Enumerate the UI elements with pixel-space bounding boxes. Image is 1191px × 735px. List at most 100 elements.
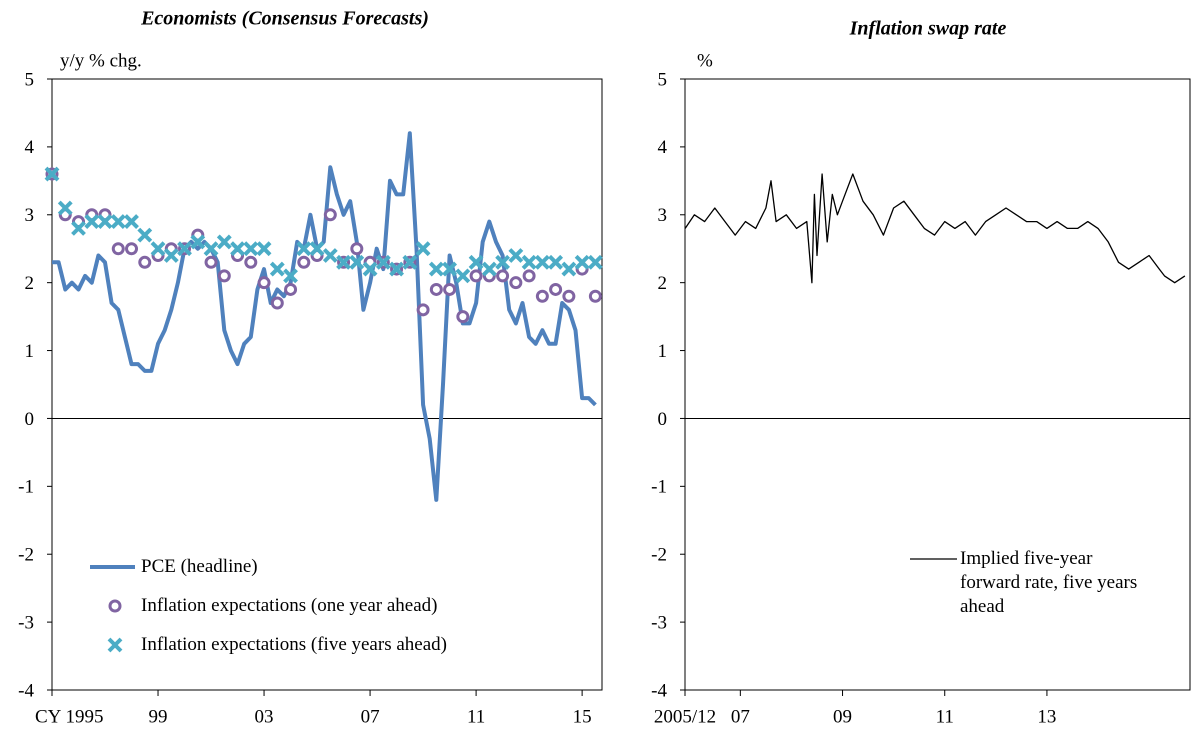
cross-stroke [455,268,471,284]
y-tick-label: 1 [25,341,35,362]
cross-stroke [71,220,86,236]
point [455,268,471,284]
point [322,248,338,263]
point [375,254,391,270]
point [415,241,431,257]
point [124,214,139,229]
cross-stroke [309,241,325,257]
plot-frame [51,78,603,691]
cross-stroke [521,254,537,270]
y-tick-label: -3 [651,612,667,633]
point [428,261,444,277]
x-tick-label: 15 [573,706,592,727]
cross-stroke [362,261,378,277]
cross-stroke [548,254,564,270]
point [562,289,576,303]
point [561,261,577,277]
point [110,214,126,229]
cross-stroke [107,637,123,653]
y-tick-label: 3 [658,205,668,226]
point [336,254,351,270]
cross-stroke [203,241,219,257]
y-tick-label: 4 [25,137,35,158]
cross-stroke [402,254,418,270]
x-tick-label: 99 [149,706,168,727]
y-tick-label: -1 [651,477,667,498]
cross-stroke [269,261,285,277]
y-tick-label: 0 [658,409,668,430]
chart-title: Economists (Consensus Forecasts) [140,8,429,30]
x-tick-label: 11 [467,706,485,727]
point [269,261,285,277]
point [496,269,510,283]
y-tick-label: 1 [658,341,668,362]
point [587,254,603,270]
point [138,255,152,269]
cross-stroke [124,214,139,229]
point [362,261,378,277]
cross-stroke [415,241,431,257]
y-tick-label: 4 [658,137,668,158]
point [574,254,590,270]
point [509,276,523,290]
cross-stroke [296,241,312,257]
point [244,255,258,269]
point [216,234,232,250]
cross-stroke [97,214,113,229]
point [125,242,139,256]
point [150,241,166,257]
point [508,248,524,263]
cross-stroke [283,268,298,284]
point [429,282,443,296]
point [177,241,192,257]
y-tick-label: -4 [651,680,667,701]
cross-stroke [230,241,245,257]
cross-stroke [322,248,338,263]
point [190,234,206,250]
point [297,255,311,269]
point [443,282,457,296]
legend-swatch [107,637,123,653]
point [349,254,365,270]
point [270,296,284,310]
cross-stroke [428,261,444,277]
point [283,268,298,284]
cross-stroke [44,166,60,182]
point [309,241,325,257]
point [468,254,484,270]
x-tick-label: 11 [936,706,954,727]
point [203,241,219,257]
point [243,241,259,257]
y-tick-label: 3 [25,205,35,226]
point [163,248,179,263]
point [456,310,470,324]
cross-stroke [508,248,524,263]
y-axis-label: y/y % chg. [60,50,142,71]
point [495,254,511,270]
legend-label: Inflation expectations (five years ahead… [141,634,447,655]
cross-stroke [336,254,351,270]
cross-stroke [375,254,391,270]
series-line [52,131,597,502]
plot-frame [684,78,1191,691]
point [71,220,86,236]
cross-stroke [110,214,126,229]
x-tick-label: 2005/12 [654,706,716,727]
cross-stroke [442,261,458,277]
point [284,282,298,296]
cross-stroke [256,241,272,257]
point [111,242,125,256]
y-tick-label: -4 [18,680,34,701]
cross-stroke [150,241,166,257]
cross-stroke [349,254,365,270]
y-axis-label: % [697,50,713,71]
y-tick-label: -1 [18,477,34,498]
point [204,255,218,269]
point [416,303,430,317]
y-tick-label: -2 [651,545,667,566]
y-tick-label: 2 [658,273,668,294]
cross-stroke [468,254,484,270]
cross-stroke [84,214,100,229]
point [97,214,113,229]
